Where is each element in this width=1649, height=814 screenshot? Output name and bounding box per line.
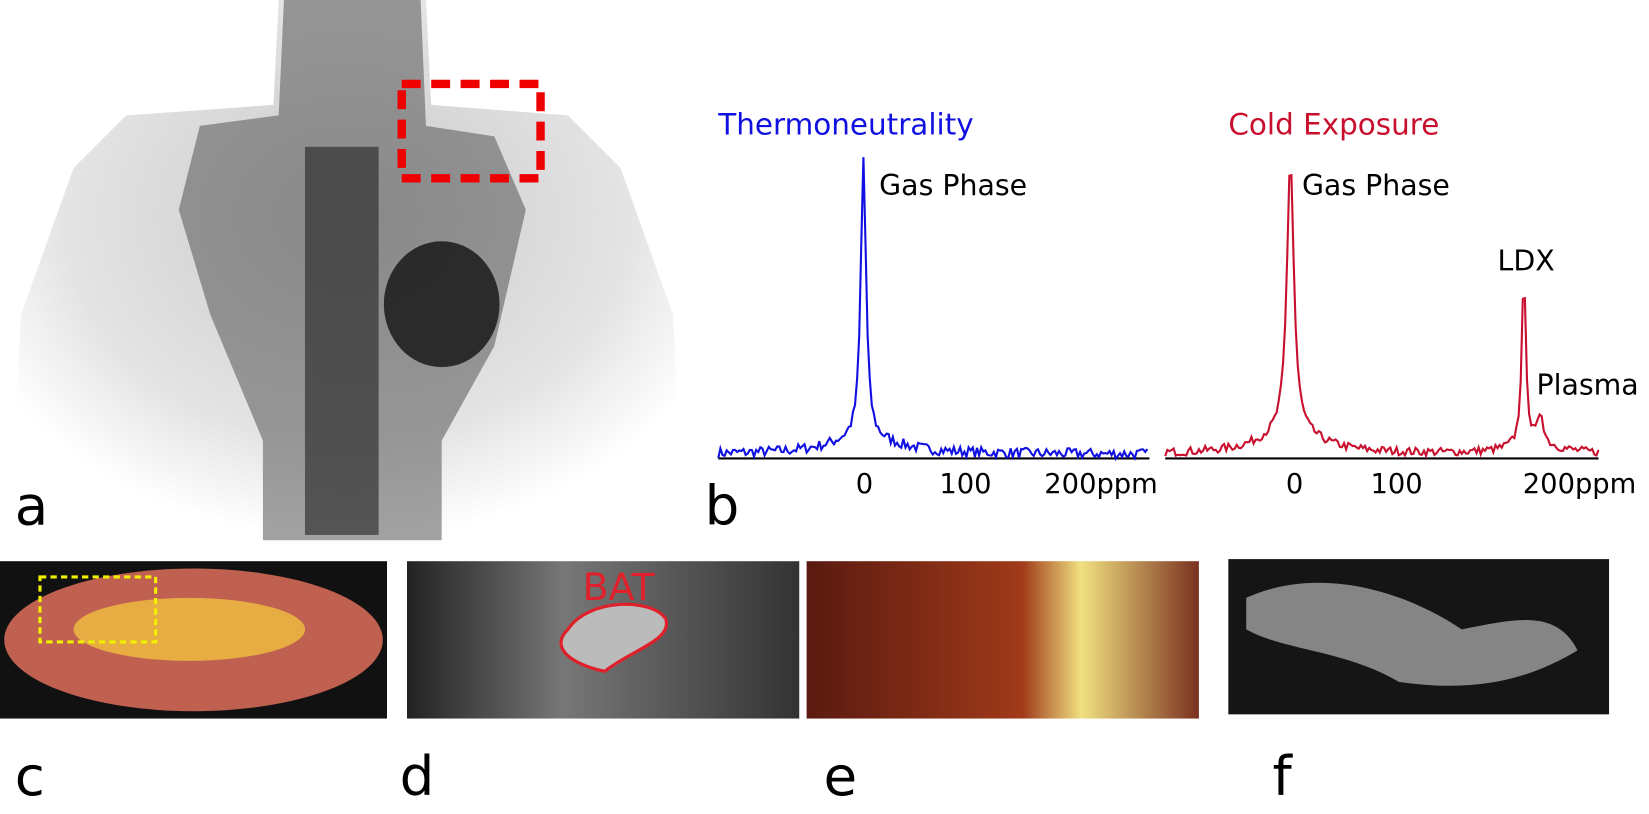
panel-f-image [1228,559,1610,715]
panel-label: c [15,744,45,808]
x-tick-label: 200ppm [1044,469,1158,500]
panel-c-image [0,561,388,719]
panel-label: f [1273,744,1294,808]
panel-a-image [10,0,684,541]
peak-label: LDX [1498,245,1555,278]
x-tick-label: 100 [939,469,991,500]
panel-label: a [15,474,49,538]
x-tick-label: 0 [856,469,873,500]
spectrum-line [1164,173,1600,459]
x-tick-label: 0 [1286,469,1303,500]
panel-label: d [400,744,435,808]
x-tick-label: 200ppm [1523,469,1637,500]
x-tick-label: 100 [1371,469,1423,500]
panel-label: e [823,744,857,808]
spectrum-title: Cold Exposure [1228,107,1439,141]
panel-label: b [705,474,740,538]
peak-label: Gas Phase [1302,169,1450,202]
annotation: BAT [583,565,656,609]
spectrum-title: Thermoneutrality [717,107,973,141]
panel-d-image [406,561,800,719]
spectrum-line [717,157,1149,462]
peak-label: Plasma [1536,368,1638,401]
peak-label: Gas Phase [879,169,1027,202]
panel-e-image [806,561,1199,719]
